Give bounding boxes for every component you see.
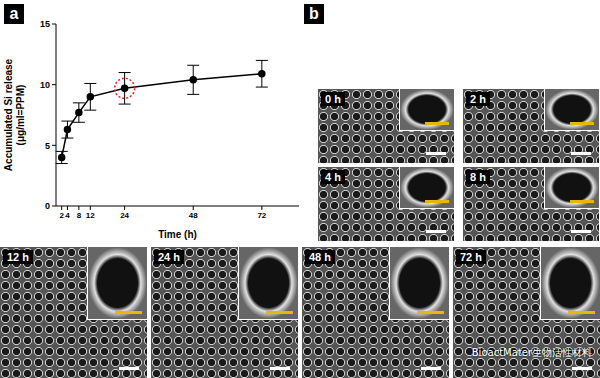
html-text:4 h: 4 h — [325, 171, 341, 183]
svg-text:12: 12 — [86, 211, 95, 220]
svg-text:10: 10 — [40, 80, 50, 90]
html-text:8 h: 8 h — [470, 171, 486, 183]
svg-text:Time (h): Time (h) — [158, 229, 197, 240]
html-text:12 h: 12 h — [7, 251, 29, 263]
svg-text:8: 8 — [77, 211, 82, 220]
html-text:24 h: 24 h — [158, 251, 180, 263]
svg-text:5: 5 — [45, 141, 50, 151]
svg-text:24: 24 — [120, 211, 129, 220]
svg-text:0: 0 — [45, 201, 50, 211]
svg-text:72: 72 — [257, 211, 266, 220]
html-text:a: a — [9, 5, 19, 22]
svg-text:2: 2 — [59, 211, 64, 220]
svg-text:15: 15 — [40, 19, 50, 29]
svg-text:Accumulated Si release(μg/ml=P: Accumulated Si release(μg/ml=PPM) — [3, 58, 26, 171]
svg-text:4: 4 — [65, 211, 70, 220]
html-text:0 h: 0 h — [325, 93, 341, 105]
html-text:b: b — [309, 5, 319, 22]
html-text:72 h: 72 h — [460, 251, 482, 263]
html-text:2 h: 2 h — [470, 93, 486, 105]
html-text:48 h: 48 h — [309, 251, 331, 263]
svg-text:48: 48 — [189, 211, 198, 220]
html-text:BioactMater生物活性材料: BioactMater生物活性材料 — [471, 347, 592, 358]
